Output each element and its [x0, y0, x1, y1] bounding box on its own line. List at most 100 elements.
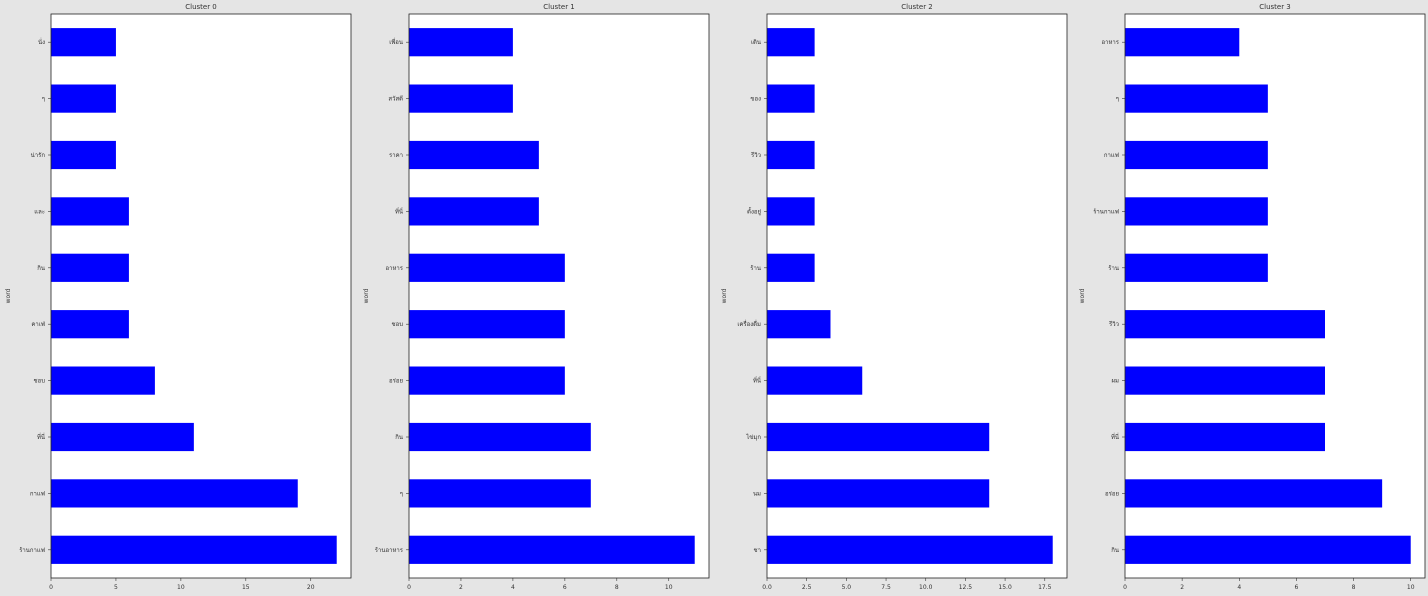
- bar: [409, 310, 565, 339]
- axes-frame: [50, 13, 352, 579]
- bar: [1125, 366, 1325, 395]
- y-tick-label: อร่อย: [1105, 490, 1119, 497]
- y-tick-label: เครื่องดื่ม: [737, 320, 761, 328]
- y-axis-label: word: [363, 288, 370, 303]
- x-tick-label: 6: [1295, 584, 1299, 591]
- y-tick-label: นั่ง: [38, 38, 45, 46]
- y-tick-label: เดิน: [751, 39, 761, 46]
- y-tick-label: กิน: [1111, 547, 1119, 554]
- y-tick-label: ๆ: [42, 96, 45, 103]
- y-tick-label: นม: [753, 490, 761, 497]
- y-tick-label: ร้านกาแฟ: [19, 547, 45, 554]
- x-tick-label: 5: [114, 584, 118, 591]
- axes-frame: [1124, 13, 1426, 579]
- y-axis-label: word: [5, 288, 12, 303]
- bar: [409, 422, 591, 452]
- y-tick-label: ราคา: [389, 152, 403, 159]
- bar: [409, 84, 513, 113]
- bar: [51, 479, 298, 508]
- y-axis-label: word: [721, 288, 728, 303]
- axes-frame: [766, 13, 1068, 579]
- y-tick-label: อาหาร: [385, 265, 403, 272]
- bar: [1125, 479, 1383, 508]
- bar: [51, 366, 155, 395]
- y-tick-label: รีวิว: [750, 151, 761, 159]
- y-tick-label: ของ: [750, 96, 761, 103]
- x-tick-label: 10: [177, 584, 185, 591]
- x-tick-label: 15: [242, 584, 250, 591]
- y-tick-label: ร้าน: [1108, 265, 1119, 272]
- bar: [51, 84, 116, 113]
- y-tick-label: รีวิว: [1108, 320, 1119, 328]
- bar: [1125, 197, 1268, 226]
- bar: [767, 140, 815, 170]
- bar: [767, 535, 1053, 564]
- y-tick-label: ชอบ: [392, 321, 404, 328]
- x-tick-label: 0: [1123, 584, 1127, 591]
- bar: [409, 140, 539, 170]
- x-tick-label: 5.0: [842, 584, 852, 591]
- y-tick-label: น่ารัก: [31, 152, 46, 159]
- bar: [1125, 84, 1268, 113]
- x-tick-label: 2: [459, 584, 463, 591]
- bar: [1125, 310, 1325, 339]
- chart-panel-1: Cluster 1 word ร้านอาหาร ๆ กิน อร่อย ชอบ อาหาร ท…: [363, 3, 710, 591]
- y-tick-label: กาแฟ: [1104, 152, 1119, 159]
- y-tick-label: ชอบ: [34, 378, 46, 385]
- x-tick-label: 6: [563, 584, 567, 591]
- x-tick-label: 10.0: [919, 584, 933, 591]
- x-tick-label: 15.0: [998, 584, 1012, 591]
- x-tick-label: 8: [1352, 584, 1356, 591]
- bar: [1125, 535, 1411, 564]
- bar: [767, 366, 863, 395]
- bar: [1125, 422, 1325, 452]
- bar: [1125, 140, 1268, 170]
- y-tick-label: ผม: [1112, 378, 1120, 385]
- x-tick-label: 10: [665, 584, 673, 591]
- x-tick-label: 2.5: [802, 584, 812, 591]
- x-tick-label: 17.5: [1038, 584, 1052, 591]
- y-tick-label: ๆ: [400, 490, 403, 497]
- bar: [409, 253, 565, 282]
- chart-panel-2: Cluster 2 word ชา นม ไข่มุก ที่นี่ เครื่องดื่ม…: [721, 3, 1068, 591]
- bar: [767, 422, 990, 452]
- bar: [51, 28, 116, 57]
- bar: [767, 253, 815, 282]
- bar: [409, 535, 695, 564]
- bar: [767, 28, 815, 57]
- bar: [51, 197, 129, 226]
- chart-title: Cluster 3: [1259, 3, 1291, 11]
- x-tick-label: 20: [307, 584, 315, 591]
- y-tick-label: เพื่อน: [389, 38, 403, 46]
- axes-frame: [408, 13, 710, 579]
- bar: [1125, 28, 1240, 57]
- bar: [767, 84, 815, 113]
- chart-title: Cluster 2: [901, 3, 933, 11]
- y-tick-label: ๆ: [1116, 96, 1119, 103]
- x-tick-label: 0: [49, 584, 53, 591]
- bar: [409, 28, 513, 57]
- x-tick-label: 4: [511, 584, 515, 591]
- y-tick-label: อาหาร: [1101, 39, 1119, 46]
- bar: [409, 197, 539, 226]
- x-tick-label: 4: [1237, 584, 1241, 591]
- y-tick-label: ไข่มุก: [745, 433, 761, 441]
- bar: [409, 366, 565, 395]
- y-tick-label: กิน: [37, 265, 45, 272]
- bar: [767, 310, 831, 339]
- bar: [51, 422, 194, 452]
- y-tick-label: ตั้งอยู่: [747, 205, 761, 215]
- bar: [1125, 253, 1268, 282]
- chart-panel-0: Cluster 0 word ร้านกาแฟ กาแฟ ที่นี่ ชอบ คาเฟ่ ก…: [5, 3, 352, 591]
- y-tick-label: สวัสดี: [388, 95, 403, 103]
- bar: [51, 310, 129, 339]
- y-tick-label: กิน: [395, 434, 403, 441]
- chart-panel-3: Cluster 3 word กิน อร่อย ที่นี่ ผม รีวิว ร้าน ร้…: [1079, 3, 1426, 591]
- y-tick-label: กาแฟ: [30, 490, 45, 497]
- y-tick-label: ร้านอาหาร: [375, 547, 404, 554]
- y-tick-label: คาเฟ่: [31, 321, 45, 328]
- x-tick-label: 7.5: [881, 584, 891, 591]
- bar: [51, 140, 116, 170]
- x-tick-label: 8: [615, 584, 619, 591]
